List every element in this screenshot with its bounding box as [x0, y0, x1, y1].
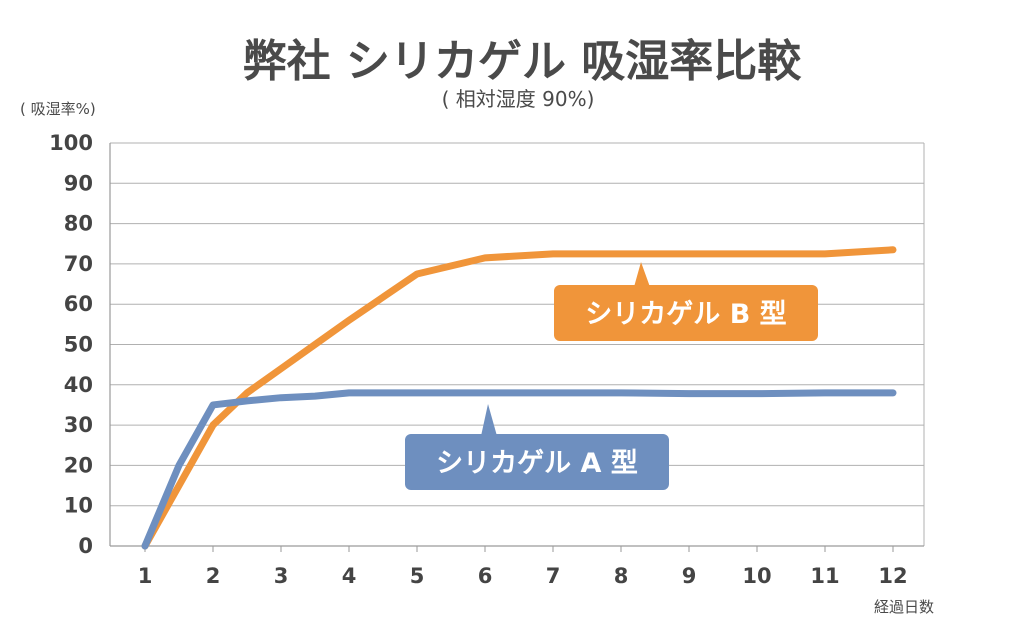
series-b-callout-pointer — [634, 262, 650, 287]
y-tick-label: 80 — [64, 212, 93, 236]
x-tick-label: 8 — [614, 564, 629, 588]
x-tick-label: 12 — [878, 564, 907, 588]
series-a-callout-label: シリカゲル A 型 — [436, 448, 638, 479]
x-axis-label: 経過日数 — [874, 598, 934, 616]
series-b-callout-label: シリカゲル B 型 — [585, 299, 786, 330]
series-a-callout-box — [405, 434, 669, 490]
x-tick-label: 11 — [810, 564, 839, 588]
series-b-callout-box — [554, 285, 818, 341]
y-tick-label: 100 — [49, 131, 93, 155]
y-tick-label: 50 — [64, 333, 93, 357]
x-tick-label: 10 — [742, 564, 771, 588]
x-tick-label: 5 — [410, 564, 425, 588]
y-axis-label: ( 吸湿率%) — [20, 100, 96, 118]
y-tick-label: 60 — [64, 292, 93, 316]
x-tick-label: 3 — [274, 564, 289, 588]
y-tick-label: 70 — [64, 252, 93, 276]
series-b-line — [141, 246, 897, 550]
x-tick-label: 2 — [206, 564, 221, 588]
chart-subtitle: ( 相対湿度 90%) — [442, 87, 595, 111]
x-tick-label: 1 — [138, 564, 153, 588]
x-tick-label: 4 — [342, 564, 357, 588]
y-tick-label: 30 — [64, 413, 93, 437]
x-tick-label: 6 — [478, 564, 493, 588]
x-tick-label: 7 — [546, 564, 561, 588]
series-a-callout-pointer — [481, 404, 497, 436]
series-a-line — [141, 389, 897, 550]
y-tick-label: 40 — [64, 373, 93, 397]
y-tick-label: 0 — [78, 534, 93, 558]
chart-title: 弊社 シリカゲル 吸湿率比較 — [243, 36, 803, 87]
y-tick-label: 10 — [64, 494, 93, 518]
y-tick-label: 20 — [64, 453, 93, 477]
x-tick-label: 9 — [682, 564, 697, 588]
y-tick-label: 90 — [64, 171, 93, 195]
